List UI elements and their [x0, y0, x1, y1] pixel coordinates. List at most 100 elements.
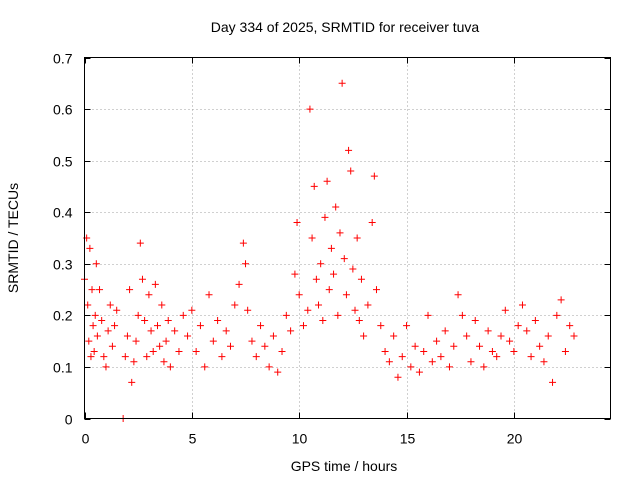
- data-point: [162, 337, 170, 345]
- data-point: [291, 270, 299, 278]
- data-point: [540, 358, 548, 366]
- data-point: [231, 301, 239, 309]
- data-point: [553, 311, 561, 319]
- data-point: [523, 327, 531, 335]
- data-point: [106, 301, 114, 309]
- data-point: [171, 327, 179, 335]
- y-axis-label: SRMTID / TECUs: [5, 183, 21, 293]
- data-point: [334, 311, 342, 319]
- data-point: [424, 311, 432, 319]
- data-point: [377, 322, 385, 330]
- data-point: [471, 317, 479, 325]
- y-tick-label: 0.7: [53, 51, 73, 67]
- data-point: [209, 337, 217, 345]
- y-tick-label: 0.1: [53, 360, 73, 376]
- data-point: [153, 322, 161, 330]
- data-point: [497, 332, 505, 340]
- y-tick-label: 0.2: [53, 308, 73, 324]
- data-point: [557, 296, 565, 304]
- data-point: [287, 327, 295, 335]
- data-points: [81, 79, 578, 422]
- data-point: [175, 347, 183, 355]
- plot-frame: [84, 57, 611, 419]
- data-point: [141, 317, 149, 325]
- data-point: [441, 327, 449, 335]
- data-point: [205, 291, 213, 299]
- data-point: [310, 182, 318, 190]
- y-tick-labels: 0 0.1 0.2 0.3 0.4 0.5 0.6 0.7: [53, 51, 73, 428]
- data-point: [338, 79, 346, 87]
- data-point: [274, 368, 282, 376]
- data-point: [100, 353, 108, 361]
- data-point: [98, 317, 106, 325]
- data-point: [317, 260, 325, 268]
- chart-title: Day 334 of 2025, SRMTID for receiver tuv…: [211, 19, 480, 35]
- data-point: [368, 219, 376, 227]
- data-point: [454, 291, 462, 299]
- data-point: [147, 327, 155, 335]
- data-point: [201, 363, 209, 371]
- data-point: [126, 286, 134, 294]
- data-point: [463, 332, 471, 340]
- data-point: [321, 213, 329, 221]
- data-point: [282, 311, 290, 319]
- data-point: [357, 275, 365, 283]
- data-point: [252, 353, 260, 361]
- data-point: [132, 337, 140, 345]
- data-point: [149, 347, 157, 355]
- data-point: [188, 306, 196, 314]
- data-point: [166, 363, 174, 371]
- data-point: [433, 337, 441, 345]
- data-point: [549, 378, 557, 386]
- data-point: [332, 203, 340, 211]
- data-point: [315, 301, 323, 309]
- data-point: [531, 317, 539, 325]
- data-point: [111, 322, 119, 330]
- data-point: [480, 363, 488, 371]
- data-point: [319, 317, 327, 325]
- data-point: [514, 322, 522, 330]
- data-point: [536, 342, 544, 350]
- data-point: [566, 322, 574, 330]
- data-point: [351, 306, 359, 314]
- data-point: [445, 363, 453, 371]
- data-point: [299, 322, 307, 330]
- data-point: [108, 342, 116, 350]
- data-point: [353, 234, 361, 242]
- data-point: [235, 280, 243, 288]
- data-point: [323, 177, 331, 185]
- data-point: [330, 270, 338, 278]
- data-point: [92, 260, 100, 268]
- data-point: [360, 332, 368, 340]
- data-point: [407, 363, 415, 371]
- data-point: [467, 358, 475, 366]
- x-axis-label: GPS time / hours: [291, 458, 398, 474]
- data-point: [121, 353, 129, 361]
- data-point: [493, 353, 501, 361]
- data-point: [415, 368, 423, 376]
- data-point: [506, 337, 514, 345]
- data-point: [184, 332, 192, 340]
- data-point: [239, 239, 247, 247]
- data-point: [134, 311, 142, 319]
- x-tick-label: 20: [507, 431, 523, 447]
- data-point: [265, 363, 273, 371]
- data-point: [336, 229, 344, 237]
- x-tick-label: 0: [82, 431, 90, 447]
- data-point: [278, 347, 286, 355]
- data-point: [355, 317, 363, 325]
- data-point: [345, 146, 353, 154]
- data-point: [420, 347, 428, 355]
- data-point: [570, 332, 578, 340]
- data-point: [403, 322, 411, 330]
- data-point: [90, 347, 98, 355]
- data-point: [527, 353, 535, 361]
- x-tick-label: 5: [189, 431, 197, 447]
- data-point: [308, 234, 316, 242]
- y-tick-label: 0: [65, 412, 73, 428]
- y-tick-label: 0.4: [53, 205, 73, 221]
- data-point: [394, 373, 402, 381]
- data-point: [484, 327, 492, 335]
- data-point: [304, 306, 312, 314]
- data-point: [86, 244, 94, 252]
